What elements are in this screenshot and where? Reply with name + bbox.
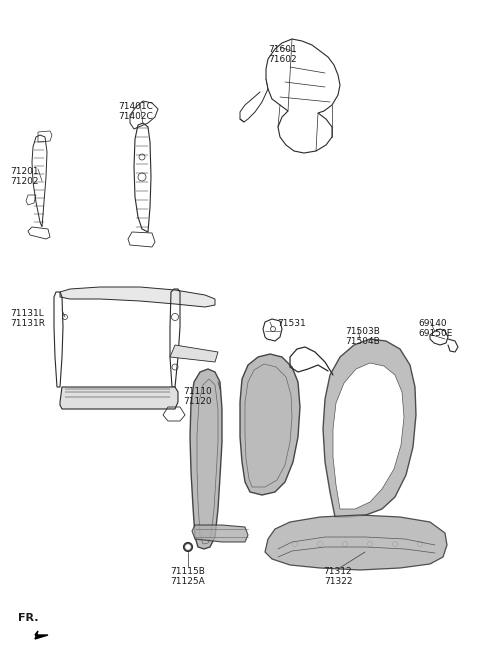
Text: 71503B
71504B: 71503B 71504B xyxy=(345,327,380,346)
Circle shape xyxy=(185,545,191,549)
Polygon shape xyxy=(35,631,48,639)
Polygon shape xyxy=(60,387,178,409)
Text: FR.: FR. xyxy=(18,613,38,623)
Text: 71115B
71125A: 71115B 71125A xyxy=(170,567,205,587)
Text: 71110
71120: 71110 71120 xyxy=(183,387,212,407)
Text: 71401C
71402C: 71401C 71402C xyxy=(118,102,153,122)
Polygon shape xyxy=(192,525,248,542)
Text: 71531: 71531 xyxy=(277,319,306,328)
Text: 71601
71602: 71601 71602 xyxy=(268,45,297,64)
Polygon shape xyxy=(170,345,218,362)
Text: 71312
71322: 71312 71322 xyxy=(324,567,352,587)
Polygon shape xyxy=(333,363,404,509)
Polygon shape xyxy=(240,354,300,495)
Polygon shape xyxy=(190,369,222,549)
Polygon shape xyxy=(323,339,416,517)
Polygon shape xyxy=(265,515,447,570)
Circle shape xyxy=(183,543,192,551)
Polygon shape xyxy=(60,287,215,307)
Text: 69140
69150E: 69140 69150E xyxy=(418,319,452,338)
Text: 71131L
71131R: 71131L 71131R xyxy=(10,309,45,328)
Text: 71201
71202: 71201 71202 xyxy=(10,167,38,187)
